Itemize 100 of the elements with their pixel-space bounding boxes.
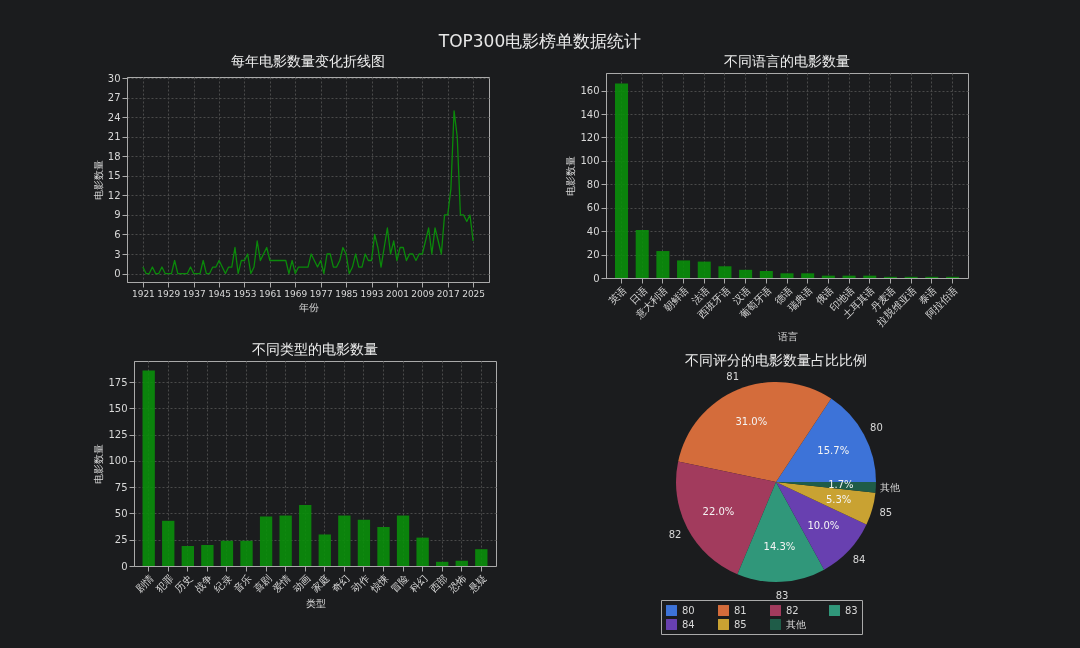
y-tick-label: 160	[580, 85, 600, 97]
bar	[475, 549, 488, 566]
bar	[677, 260, 691, 278]
x-tick-label: 2001	[385, 288, 409, 299]
legend-label: 85	[734, 618, 747, 630]
y-axis-title: 电影数量	[565, 156, 577, 196]
bar	[436, 561, 449, 566]
data-label: 14.3%	[763, 540, 796, 552]
x-tick-label: 1953	[233, 288, 257, 299]
x-tick-label: 1969	[284, 288, 308, 299]
chart-title: 每年电影数量变化折线图	[231, 53, 385, 70]
slice-label: 84	[852, 554, 866, 566]
line-series	[142, 110, 474, 275]
y-tick-label: 100	[580, 155, 600, 167]
x-tick-label: 1985	[335, 288, 359, 299]
x-axis-title: 语言	[777, 330, 798, 342]
x-tick-label: 剧情	[133, 572, 156, 595]
y-tick-label: 30	[107, 72, 121, 84]
y-tick-label: 40	[586, 225, 600, 237]
slice-label: 80	[870, 422, 883, 434]
y-tick-label: 175	[108, 376, 128, 388]
bar	[615, 83, 629, 278]
x-tick-label: 1929	[157, 288, 181, 299]
y-tick-label: 9	[114, 209, 121, 221]
x-axis-title: 年份	[298, 301, 319, 313]
bar	[162, 520, 175, 566]
data-label: 22.0%	[702, 506, 735, 518]
bar	[201, 544, 214, 566]
slice-label: 83	[775, 589, 789, 601]
legend-label: 其他	[786, 618, 806, 630]
text: TOP300电影榜单数据统计	[437, 30, 643, 53]
chart-title: 不同语言的电影数量	[724, 53, 850, 69]
bar	[357, 519, 371, 566]
x-tick-label: 1921	[131, 288, 155, 299]
y-tick-label: 75	[114, 481, 128, 493]
data-label: 1.7%	[828, 479, 854, 491]
y-tick-label: 21	[107, 131, 121, 143]
x-tick-label: 2009	[411, 288, 435, 299]
bar	[142, 370, 155, 566]
x-tick-label: 2025	[462, 288, 486, 299]
bar	[299, 505, 312, 566]
bar	[455, 560, 468, 566]
bar	[396, 515, 410, 566]
slice-label: 85	[879, 506, 893, 518]
legend-label: 80	[682, 604, 695, 616]
y-tick-label: 0	[121, 560, 128, 572]
legend-label: 81	[734, 604, 747, 616]
bar	[801, 273, 815, 278]
x-tick-label: 动作	[349, 572, 371, 595]
y-tick-label: 18	[107, 150, 121, 162]
y-tick-label: 150	[108, 402, 128, 414]
legend-label: 83	[845, 604, 858, 616]
bar	[377, 527, 390, 566]
x-tick-label: 1937	[182, 288, 206, 299]
y-tick-label: 20	[586, 249, 600, 261]
y-tick-label: 140	[580, 108, 600, 120]
bar	[338, 515, 351, 566]
y-tick-label: 120	[580, 131, 600, 143]
x-tick-label: 2017	[436, 288, 460, 299]
y-tick-label: 3	[114, 248, 121, 260]
y-tick-label: 0	[114, 268, 121, 280]
y-tick-label: 6	[114, 228, 121, 240]
data-label: 31.0%	[735, 415, 768, 427]
bar	[416, 537, 429, 566]
y-tick-label: 50	[114, 507, 128, 519]
x-tick-label: 奇幻	[329, 572, 352, 595]
y-tick-label: 12	[107, 189, 121, 201]
bar	[220, 540, 234, 566]
bar	[279, 515, 292, 566]
data-label: 10.0%	[807, 520, 840, 532]
bar	[240, 540, 253, 566]
y-tick-label: 25	[114, 534, 128, 546]
y-tick-label: 125	[108, 429, 128, 441]
bar	[318, 534, 331, 566]
x-tick-label: 1945	[208, 288, 232, 299]
bar	[181, 546, 194, 566]
data-label: 15.7%	[817, 445, 850, 457]
x-tick-label: 英语	[606, 284, 629, 307]
bar	[759, 270, 773, 278]
bar	[780, 273, 794, 278]
y-tick-label: 100	[108, 455, 128, 467]
y-tick-label: 80	[586, 178, 600, 190]
slice-label: 其他	[879, 482, 900, 494]
x-tick-label: 1961	[258, 288, 282, 299]
bar	[635, 229, 649, 278]
chart-title: 不同类型的电影数量	[252, 341, 378, 357]
y-tick-label: 0	[593, 272, 600, 284]
chart-title: 不同评分的电影数量占比比例	[685, 351, 867, 368]
x-tick-label: 1977	[309, 288, 333, 299]
bar	[656, 251, 670, 278]
bar	[718, 266, 732, 278]
x-tick-label: 1993	[360, 288, 384, 299]
y-axis-title: 电影数量	[93, 444, 105, 484]
bar	[697, 261, 711, 278]
x-axis-title: 类型	[305, 597, 326, 609]
slice-label: 81	[726, 370, 740, 382]
bar	[259, 516, 273, 566]
legend-label: 82	[786, 604, 799, 616]
y-tick-label: 27	[107, 92, 121, 104]
legend-label: 84	[682, 618, 695, 630]
